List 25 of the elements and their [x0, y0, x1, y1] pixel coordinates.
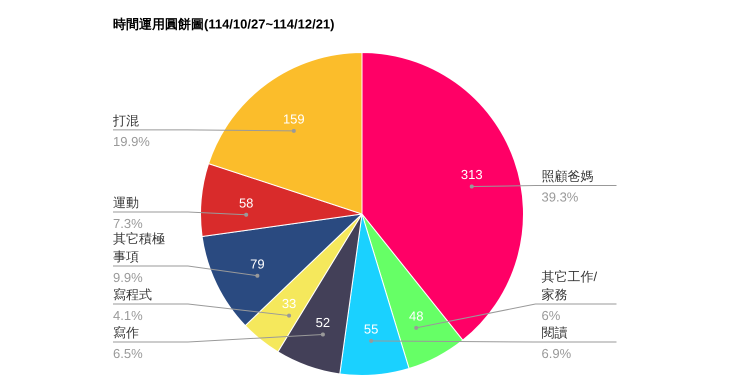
- text: 7.3%: [113, 216, 144, 231]
- data-label: 52: [316, 315, 330, 330]
- slice-label: 寫程式: [113, 287, 152, 302]
- text: 9.9%: [113, 270, 144, 285]
- slice-label: 打混: [112, 112, 139, 128]
- text: 4.1%: [113, 308, 144, 323]
- slice-label: 寫作: [113, 325, 139, 340]
- data-label: 48: [408, 308, 424, 324]
- slice-label: 其它積極事項: [113, 231, 165, 264]
- data-label: 159: [282, 111, 305, 126]
- data-label: 313: [460, 167, 483, 182]
- data-label: 55: [364, 321, 378, 336]
- slice-label: 其它工作/家務: [542, 269, 598, 302]
- slice-label: 閱讀: [542, 325, 568, 340]
- data-label: 79: [250, 256, 265, 272]
- data-label: 33: [282, 296, 296, 312]
- data-label: 58: [238, 195, 254, 210]
- text: 6.5%: [113, 346, 144, 361]
- text: 6%: [542, 308, 561, 323]
- chart-title: 時間運用圓餅圖(114/10/27~114/12/21): [113, 16, 334, 32]
- slice-label: 運動: [113, 195, 139, 210]
- text: 39.3%: [542, 190, 579, 205]
- slice-label: 照顧爸媽: [542, 168, 594, 184]
- text: 19.9%: [113, 134, 150, 149]
- text: 6.9%: [542, 346, 572, 361]
